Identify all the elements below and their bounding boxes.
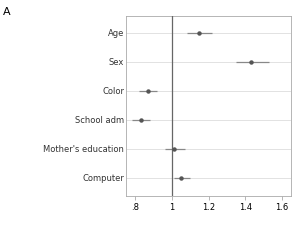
Text: Computer: Computer [82,174,124,183]
Text: A: A [3,7,10,17]
Text: Sex: Sex [109,58,124,67]
Text: Mother's education: Mother's education [43,145,124,154]
Text: Color: Color [102,87,124,96]
Text: Age: Age [108,29,124,38]
Text: School adm: School adm [75,116,124,125]
